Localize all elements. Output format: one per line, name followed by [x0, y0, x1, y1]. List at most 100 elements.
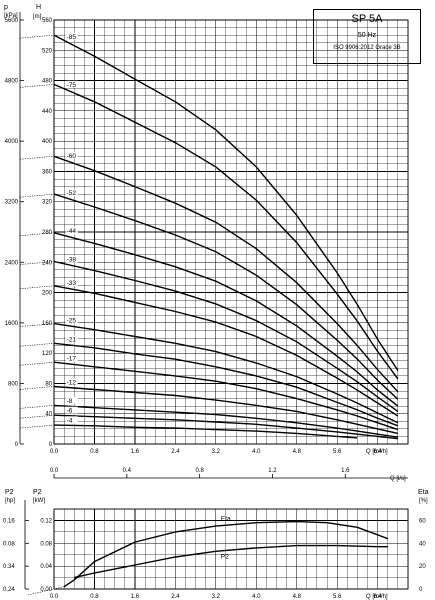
head-curve--52	[53, 193, 399, 400]
kpa-axis-unit: [kPa]	[4, 13, 18, 19]
head-tick-label: 480	[42, 79, 53, 85]
head-axis-title: H	[36, 4, 41, 11]
kpa-tick-label: 5600	[5, 18, 19, 24]
ls-tick-label: 1.6	[341, 468, 350, 474]
title-box: SP 5A 50 Hz ISO 9906:2012 Grace 3B	[313, 9, 421, 64]
head-curve--85	[53, 34, 399, 371]
flow-tick-label: 2.4	[171, 449, 180, 455]
power-flow-tick-label: 5.6	[333, 594, 342, 600]
head-tick-label: 120	[42, 351, 53, 357]
ls-tick-label: 0.8	[195, 468, 204, 474]
curve-label--17: -17	[67, 356, 77, 363]
hp-tick-label: 0.08	[3, 541, 15, 547]
hp-tick-label: 0.24	[3, 587, 15, 593]
curve-dash--38	[19, 261, 55, 265]
curve-dash--12	[19, 386, 55, 390]
flow-tick-label: 4.0	[252, 449, 261, 455]
curve-label--52: -52	[67, 190, 77, 197]
power-chart-grid	[53, 508, 409, 590]
head-curve--17	[53, 361, 399, 431]
curve-label-bg	[65, 189, 78, 197]
power-flow-tick-label: 4.8	[293, 594, 302, 600]
head-tick-label: 520	[42, 48, 53, 54]
ls-tick-label: 0.0	[50, 468, 59, 474]
curve-label--44: -44	[67, 228, 77, 235]
curve-eta	[63, 520, 389, 588]
power-flow-tick-label: 4.0	[252, 594, 261, 600]
curve-dash--17	[19, 361, 55, 366]
curve-label-bg	[65, 279, 78, 287]
power-flow-tick-label: 3.2	[212, 594, 221, 600]
head-curves: -85 -75 -60 -52 -44 -38 -33 -25 -21 -17 -12 -8 -6 -4	[19, 32, 399, 440]
eta-tick-label: 60	[419, 518, 426, 524]
pump-model: SP 5A	[351, 13, 383, 25]
head-tick-label: 360	[42, 169, 53, 175]
kw-axis-title: P2	[33, 489, 42, 496]
head-curve--38	[53, 260, 399, 412]
curve-label-bg	[65, 335, 78, 343]
eta-curve-label: Eta	[221, 516, 231, 523]
head-curve--12	[53, 385, 399, 435]
curve-label-bg	[65, 151, 78, 159]
curve-label--33: -33	[67, 280, 77, 287]
head-tick-label: 400	[42, 139, 53, 145]
power-flow-tick-label: 0.0	[50, 594, 59, 600]
kpa-tick-label: 4000	[5, 139, 19, 145]
head-tick-label: 280	[42, 230, 53, 236]
head-tick-label: 320	[42, 200, 53, 206]
eta-axis-title: Eta	[418, 489, 429, 496]
curve-p2	[74, 544, 388, 579]
flow-ls-axis: 0.0 0.4 0.8 1.2 1.6 Q [l/s]	[50, 468, 408, 482]
curve-dash--52	[19, 193, 55, 198]
kw-axis-unit: [kW]	[33, 498, 45, 504]
curve-label-bg	[65, 378, 78, 386]
flow-tick-label: 3.2	[212, 449, 221, 455]
hp-tick-label: 0.16	[3, 518, 15, 524]
head-tick-label: 560	[42, 18, 53, 24]
kw-tick-label: 0.08	[40, 541, 52, 547]
curve-dash--21	[19, 343, 55, 347]
head-chart-grid	[53, 19, 409, 445]
eta-tick-label: 40	[419, 541, 426, 547]
power-flow-tick-label: 0.8	[90, 594, 99, 600]
head-curve--21	[53, 342, 399, 427]
curve-dash--75	[19, 84, 55, 88]
power-flow-tick-label: 6.4	[373, 594, 382, 600]
eta-tick-label: 20	[419, 564, 426, 570]
head-curve--4	[53, 424, 358, 439]
head-curve--44	[53, 232, 399, 407]
kpa-tick-label: 4800	[5, 79, 19, 85]
head-curve--33	[53, 285, 399, 417]
kpa-tick-label: 1600	[5, 321, 19, 327]
flow-tick-label: 0.8	[90, 449, 99, 455]
head-tick-label: 240	[42, 260, 53, 266]
power-efficiency-curves: Eta P2	[27, 516, 389, 596]
frequency-label: 50 Hz	[357, 32, 377, 39]
curve-dash--33	[19, 285, 55, 290]
ls-axis-title: Q [l/s]	[390, 476, 406, 482]
hp-axis-title: P2	[5, 489, 14, 496]
head-tick-label: 160	[42, 321, 53, 327]
curve-label--12: -12	[67, 379, 77, 386]
curve-label-bg	[65, 80, 78, 88]
head-curve--6	[53, 414, 398, 440]
curve-dash--44	[19, 232, 55, 237]
standard-label: ISO 9906:2012 Grace 3B	[333, 45, 401, 51]
power-flow-tick-label: 2.4	[171, 594, 180, 600]
curve-label--75: -75	[67, 82, 77, 89]
power-flow-tick-label: 1.6	[131, 594, 140, 600]
curve-label-bg	[65, 255, 78, 263]
flow-tick-label: 4.8	[293, 449, 302, 455]
curve-dash--8	[19, 405, 55, 409]
curve-dash--25	[19, 323, 55, 327]
ls-tick-label: 1.2	[268, 468, 277, 474]
kw-tick-label: 0.00	[40, 587, 52, 593]
hp-tick-label: 0.34	[3, 564, 15, 570]
head-tick-label: 440	[42, 109, 53, 115]
kpa-tick-label: 800	[8, 381, 19, 387]
head-curve--25	[53, 322, 399, 424]
curve-label--25: -25	[67, 318, 77, 325]
curve-label-bg	[65, 406, 78, 414]
power-chart-axes: 0.16 0.08 0.34 0.24 0.12 0.08 0.04 0.00 60 40 20 0 0…	[3, 489, 429, 600]
